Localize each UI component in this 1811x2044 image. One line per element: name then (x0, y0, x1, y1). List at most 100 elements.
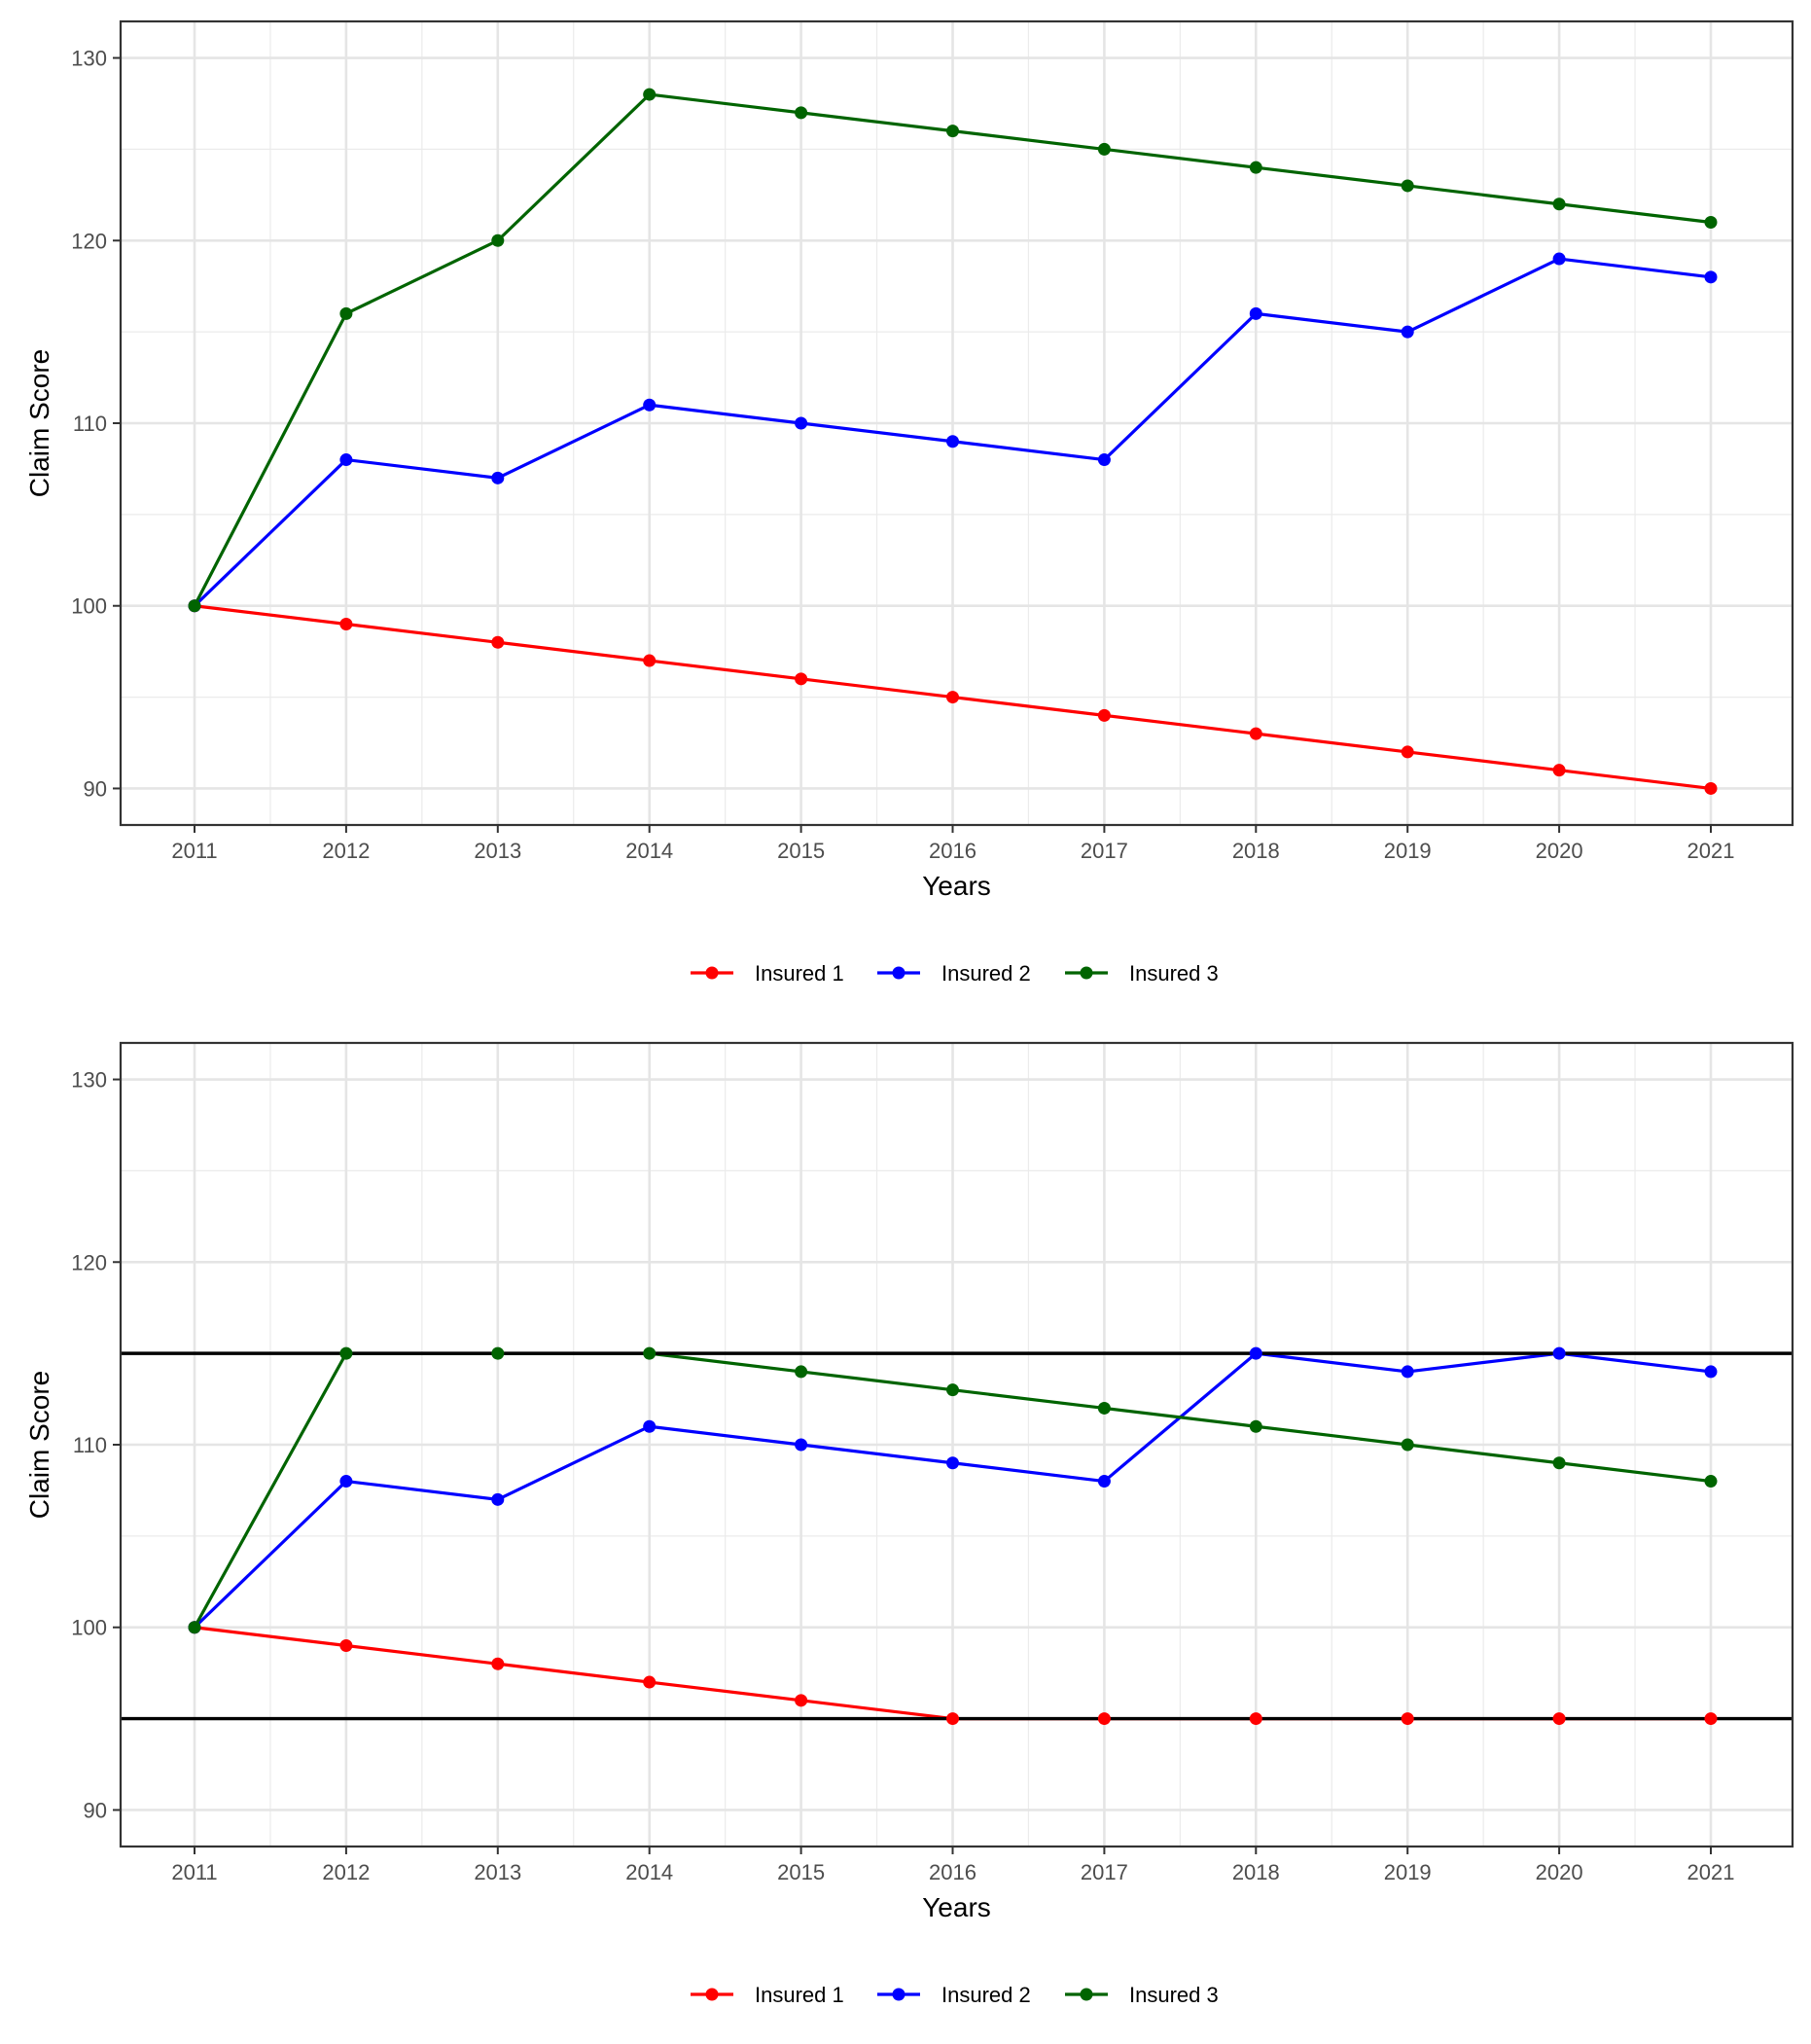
y-tick-label: 110 (73, 1433, 107, 1457)
x-tick-label: 2017 (1081, 1860, 1128, 1884)
x-tick-label: 2016 (929, 839, 977, 863)
legend-label: Insured 2 (941, 1983, 1031, 2007)
data-point-insured-3 (1097, 142, 1111, 156)
data-point-insured-2 (1704, 1365, 1718, 1379)
y-tick-label: 120 (71, 1250, 107, 1274)
data-point-insured-1 (643, 1675, 657, 1689)
legend-key-point (1080, 966, 1093, 980)
data-point-insured-2 (795, 416, 808, 430)
x-tick-label: 2012 (322, 839, 370, 863)
data-point-insured-1 (1097, 708, 1111, 722)
y-tick-label: 130 (71, 1068, 107, 1093)
x-tick-label: 2020 (1536, 1860, 1583, 1884)
data-point-insured-3 (795, 1365, 808, 1379)
legend-label: Insured 1 (755, 1983, 844, 2007)
x-tick-label: 2012 (322, 1860, 370, 1884)
data-point-insured-1 (1704, 1712, 1718, 1726)
data-point-insured-3 (491, 233, 505, 247)
legend-key-point (705, 1988, 719, 2001)
data-point-insured-3 (1704, 216, 1718, 229)
data-point-insured-3 (643, 88, 657, 101)
y-tick-label: 120 (71, 229, 107, 253)
legend-item-insured-2: Insured 2 (877, 961, 1031, 986)
data-point-insured-3 (491, 1346, 505, 1360)
chart-svg-2: 90 100 110 120 130 2011 2012 2013 2014 2015 2016 20… (24, 1041, 1794, 2007)
legend-key-point (892, 1988, 906, 2001)
legend-key-point (1080, 1988, 1093, 2001)
data-point-insured-1 (1401, 745, 1414, 759)
data-point-insured-3 (1401, 1438, 1414, 1452)
x-tick-label: 2018 (1232, 839, 1280, 863)
x-tick-label: 2014 (625, 1860, 673, 1884)
data-point-insured-3 (795, 106, 808, 120)
data-point-insured-1 (1704, 781, 1718, 795)
legend-item-insured-1: Insured 1 (691, 1983, 844, 2007)
x-tick-label: 2016 (929, 1860, 977, 1884)
x-tick-label: 2020 (1536, 839, 1583, 863)
legend-label: Insured 3 (1129, 1983, 1219, 2007)
x-tick-label: 2015 (777, 839, 825, 863)
legend-label: Insured 1 (755, 961, 844, 986)
x-tick-label: 2021 (1687, 839, 1735, 863)
data-point-insured-3 (643, 1346, 657, 1360)
data-point-insured-2 (1552, 1346, 1566, 1360)
data-point-insured-2 (339, 1475, 353, 1488)
data-point-insured-3 (188, 1621, 201, 1634)
chart-panel-2: 90 100 110 120 130 2011 2012 2013 2014 2015 2016 20… (0, 1022, 1811, 2043)
data-point-insured-1 (643, 654, 657, 667)
x-tick-label: 2019 (1384, 1860, 1432, 1884)
legend-key-point (705, 966, 719, 980)
y-tick-label: 90 (84, 776, 107, 801)
legend-label: Insured 2 (941, 961, 1031, 986)
data-point-insured-1 (795, 1694, 808, 1707)
data-point-insured-1 (946, 691, 959, 704)
x-tick-label: 2021 (1687, 1860, 1735, 1884)
data-point-insured-3 (339, 306, 353, 320)
legend-label: Insured 3 (1129, 961, 1219, 986)
data-point-insured-3 (1552, 197, 1566, 211)
x-tick-label: 2018 (1232, 1860, 1280, 1884)
data-point-insured-1 (339, 618, 353, 630)
y-axis-title: Claim Score (24, 349, 54, 497)
data-point-insured-3 (1704, 1475, 1718, 1488)
x-tick-label: 2011 (171, 1860, 217, 1884)
y-tick-label: 100 (71, 1616, 107, 1640)
data-point-insured-2 (643, 398, 657, 412)
data-point-insured-1 (795, 672, 808, 686)
data-point-insured-1 (491, 1657, 505, 1670)
data-point-insured-2 (1097, 453, 1111, 467)
data-point-insured-2 (1249, 1346, 1262, 1360)
x-tick-label: 2015 (777, 1860, 825, 1884)
data-point-insured-1 (1401, 1712, 1414, 1726)
y-tick-label: 110 (73, 412, 107, 436)
data-point-insured-3 (1249, 161, 1262, 174)
legend-item-insured-2: Insured 2 (877, 1983, 1031, 2007)
data-point-insured-1 (1249, 1712, 1262, 1726)
data-point-insured-3 (1552, 1456, 1566, 1470)
chart-svg-1: 90 100 110 120 130 2011 2012 2013 2014 2015 2016 20… (24, 19, 1794, 986)
x-tick-label: 2013 (474, 1860, 521, 1884)
y-tick-label: 90 (84, 1798, 107, 1822)
data-point-insured-3 (1249, 1419, 1262, 1433)
data-point-insured-2 (795, 1438, 808, 1452)
data-point-insured-2 (946, 435, 959, 448)
x-axis-title: Years (922, 1892, 991, 1922)
data-point-insured-1 (339, 1639, 353, 1652)
y-tick-label: 130 (71, 47, 107, 71)
data-point-insured-2 (1249, 306, 1262, 320)
y-tick-label: 100 (71, 594, 107, 619)
data-point-insured-2 (1401, 1365, 1414, 1379)
x-tick-label: 2014 (625, 839, 673, 863)
data-point-insured-3 (1401, 179, 1414, 193)
data-point-insured-3 (946, 1383, 959, 1397)
data-point-insured-2 (491, 1492, 505, 1506)
data-point-insured-3 (339, 1346, 353, 1360)
data-point-insured-1 (1552, 764, 1566, 777)
legend-item-insured-3: Insured 3 (1065, 961, 1219, 986)
data-point-insured-2 (946, 1456, 959, 1470)
data-point-insured-1 (946, 1712, 959, 1726)
legend-item-insured-1: Insured 1 (691, 961, 844, 986)
data-point-insured-2 (643, 1419, 657, 1433)
data-point-insured-2 (339, 453, 353, 467)
data-point-insured-2 (1401, 325, 1414, 339)
